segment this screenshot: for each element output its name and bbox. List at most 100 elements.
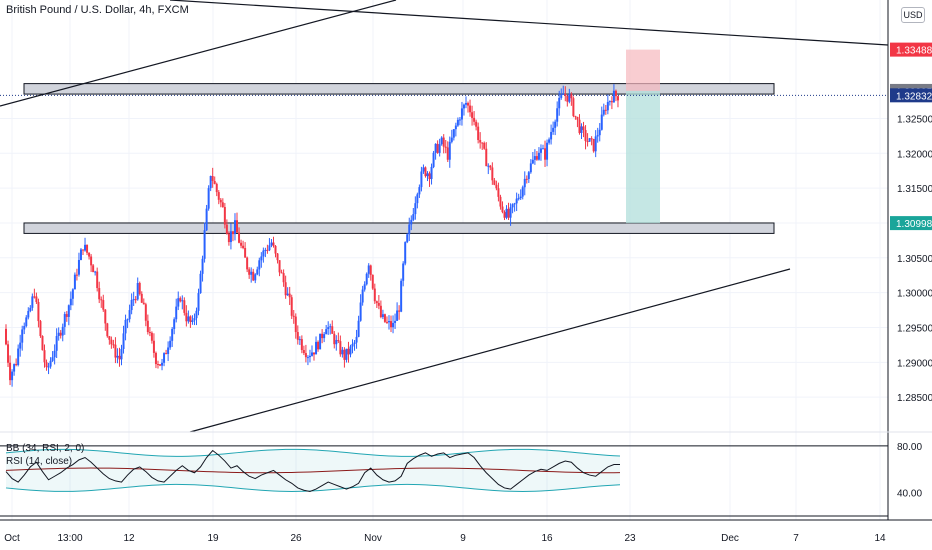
candle-body	[37, 301, 40, 322]
candle-body	[493, 180, 496, 185]
candle-body	[588, 138, 591, 142]
candle-body	[310, 352, 313, 356]
candle-body	[315, 341, 318, 355]
candle-body	[203, 230, 206, 259]
upper-channel-trendline[interactable]	[0, 0, 397, 107]
candle-body	[217, 192, 220, 200]
candle-body	[209, 176, 212, 189]
candle-body	[477, 126, 480, 140]
candle-body	[598, 129, 601, 136]
candle-body	[541, 148, 544, 150]
candle-body	[201, 258, 204, 274]
candle-body	[396, 310, 399, 321]
resistance-zone[interactable]	[23, 83, 775, 95]
candle-body	[195, 310, 198, 319]
candle-body	[183, 300, 186, 313]
candle-body	[258, 260, 261, 270]
candle-body	[333, 333, 336, 345]
stop-loss-zone[interactable]	[626, 49, 660, 91]
candle-body	[229, 231, 232, 243]
candle-body	[9, 362, 12, 381]
candle-body	[412, 214, 415, 220]
y-tick-label: 1.30500	[897, 254, 932, 265]
candle-body	[33, 296, 36, 298]
candle-body	[345, 348, 348, 360]
candle-body	[568, 94, 571, 102]
candle-body	[608, 101, 611, 103]
candle-body	[19, 342, 22, 349]
candle-body	[169, 340, 172, 348]
candle-body	[550, 131, 553, 140]
candle-body	[489, 165, 492, 168]
candle-body	[580, 126, 583, 133]
candle-body	[256, 269, 259, 275]
candle-body	[223, 207, 226, 225]
candle-body	[467, 103, 470, 106]
candle-body	[138, 283, 141, 294]
candle-body	[227, 233, 230, 243]
candle-body	[404, 242, 407, 264]
candle-body	[43, 350, 46, 363]
candle-body	[102, 300, 105, 310]
candle-body	[274, 245, 277, 254]
currency-button[interactable]: USD	[901, 7, 925, 23]
candle-body	[286, 293, 289, 296]
candle-body	[519, 196, 522, 199]
candle-body	[290, 297, 293, 316]
candle-body	[90, 256, 93, 266]
candle-body	[88, 252, 91, 257]
rsi-indicator-label[interactable]: RSI (14, close)	[6, 456, 73, 467]
candle-body	[236, 220, 239, 233]
candle-body	[323, 334, 326, 339]
candle-body	[505, 208, 508, 218]
falling-top-trendline[interactable]	[169, 0, 889, 46]
candle-body	[35, 296, 38, 302]
candle-body	[392, 322, 395, 328]
bb-indicator-label[interactable]: BB (34, RSI, 2, 0)	[6, 443, 85, 454]
candle-body	[562, 93, 565, 95]
candle-body	[529, 163, 532, 173]
drawings-layer[interactable]	[0, 0, 889, 433]
candle-body	[513, 203, 516, 205]
candle-body	[596, 135, 599, 137]
candle-body	[39, 321, 42, 337]
rising-support-trendline[interactable]	[189, 268, 791, 433]
candle-body	[444, 146, 447, 148]
candle-body	[94, 271, 97, 273]
candle-body	[45, 362, 48, 368]
candle-body	[554, 121, 557, 128]
candle-body	[424, 167, 427, 177]
candle-body	[361, 289, 364, 303]
candle-body	[248, 269, 251, 275]
candle-body	[120, 348, 123, 360]
candle-body	[260, 256, 263, 261]
candle-body	[130, 299, 133, 311]
take-profit-zone[interactable]	[626, 90, 660, 224]
candle-body	[187, 316, 190, 322]
x-tick-label: 16	[541, 533, 553, 544]
candle-body	[59, 332, 62, 336]
candle-body	[21, 329, 24, 343]
candle-body	[53, 350, 56, 358]
candle-body	[400, 280, 403, 312]
candle-body	[272, 242, 275, 246]
candle-body	[142, 302, 145, 305]
support-zone[interactable]	[23, 222, 775, 234]
candle-body	[331, 326, 334, 334]
candle-body	[539, 148, 542, 153]
candle-body	[240, 242, 243, 246]
candle-body	[136, 283, 139, 300]
candle-body	[294, 316, 297, 333]
candle-body	[452, 129, 455, 138]
candle-body	[225, 224, 228, 234]
candle-body	[25, 317, 28, 327]
candle-body	[199, 273, 202, 294]
candle-body	[531, 159, 534, 164]
candle-body	[604, 109, 607, 111]
candle-body	[73, 274, 76, 290]
candle-body	[242, 245, 245, 248]
candle-body	[61, 326, 64, 336]
x-tick-label: 9	[460, 533, 466, 544]
candle-body	[280, 272, 283, 274]
